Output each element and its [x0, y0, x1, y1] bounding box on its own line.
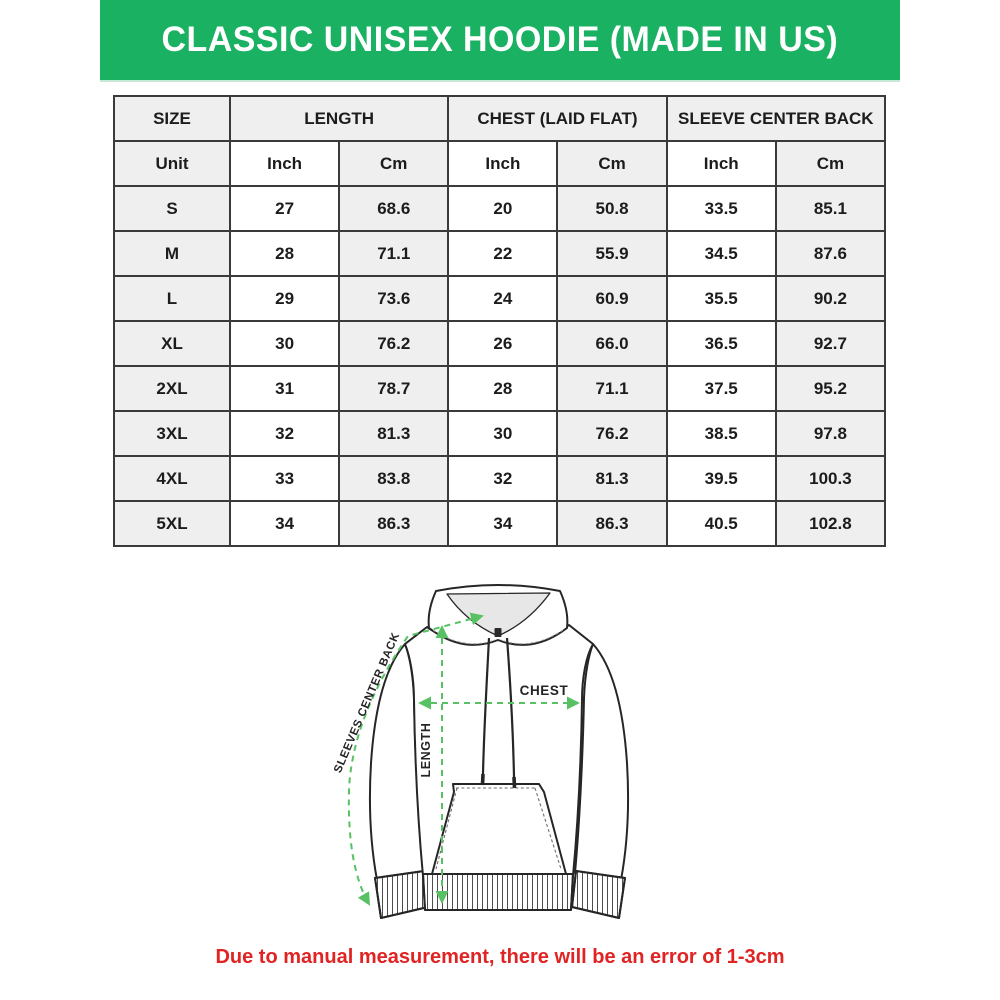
page-title: CLASSIC UNISEX HOODIE (MADE IN US): [161, 20, 839, 59]
value-cell: 81.3: [338, 410, 450, 457]
value-cell: 40.5: [665, 500, 777, 547]
value-cell: 86.3: [338, 500, 450, 547]
value-cell: 24: [447, 275, 559, 322]
length-label: LENGTH: [419, 723, 433, 778]
table-row: M 28 71.1 22 55.9 34.5 87.6: [113, 230, 887, 277]
value-cell: 28: [447, 365, 559, 412]
value-cell: 30: [228, 320, 341, 367]
unit-header: Cm: [338, 140, 450, 187]
size-cell: S: [113, 185, 231, 232]
value-cell: 32: [228, 410, 341, 457]
hoodie-pocket: [431, 783, 567, 875]
hoodie-diagram: CHEST LENGTH SLEEVES CENTER BACK: [330, 578, 670, 938]
value-cell: 78.7: [338, 365, 450, 412]
table-row: 3XL 32 81.3 30 76.2 38.5 97.8: [113, 410, 887, 457]
table-row-group-headers: SIZE LENGTH CHEST (LAID FLAT) SLEEVE CENTER…: [113, 95, 887, 142]
value-cell: 100.3: [774, 455, 887, 502]
column-group-header: SIZE: [113, 95, 231, 142]
column-group-header: SLEEVE CENTER BACK: [665, 95, 887, 142]
unit-header: Unit: [113, 140, 231, 187]
title-banner: CLASSIC UNISEX HOODIE (MADE IN US): [100, 0, 900, 80]
table-row: S 27 68.6 20 50.8 33.5 85.1: [113, 185, 887, 232]
size-chart-body: SIZE LENGTH CHEST (LAID FLAT) SLEEVE CENTER…: [113, 95, 887, 547]
value-cell: 35.5: [665, 275, 777, 322]
size-cell: M: [113, 230, 231, 277]
chest-label: CHEST: [520, 683, 569, 698]
table-row: 5XL 34 86.3 34 86.3 40.5 102.8: [113, 500, 887, 547]
value-cell: 66.0: [556, 320, 668, 367]
unit-header: Inch: [228, 140, 341, 187]
value-cell: 81.3: [556, 455, 668, 502]
value-cell: 37.5: [665, 365, 777, 412]
value-cell: 29: [228, 275, 341, 322]
hoodie-hem: [422, 873, 574, 911]
unit-header: Inch: [665, 140, 777, 187]
size-cell: 4XL: [113, 455, 231, 502]
table-row: XL 30 76.2 26 66.0 36.5 92.7: [113, 320, 887, 367]
column-group-header: CHEST (LAID FLAT): [447, 95, 668, 142]
value-cell: 50.8: [556, 185, 668, 232]
value-cell: 97.8: [774, 410, 887, 457]
value-cell: 85.1: [774, 185, 887, 232]
value-cell: 90.2: [774, 275, 887, 322]
size-cell: 5XL: [113, 500, 231, 547]
size-cell: 3XL: [113, 410, 231, 457]
value-cell: 39.5: [665, 455, 777, 502]
value-cell: 33: [228, 455, 341, 502]
value-cell: 68.6: [338, 185, 450, 232]
unit-header: Inch: [447, 140, 559, 187]
value-cell: 34: [228, 500, 341, 547]
value-cell: 34.5: [665, 230, 777, 277]
value-cell: 71.1: [556, 365, 668, 412]
value-cell: 73.6: [338, 275, 450, 322]
value-cell: 26: [447, 320, 559, 367]
value-cell: 76.2: [556, 410, 668, 457]
value-cell: 87.6: [774, 230, 887, 277]
unit-header: Cm: [556, 140, 668, 187]
column-group-header: LENGTH: [228, 95, 450, 142]
value-cell: 32: [447, 455, 559, 502]
size-cell: 2XL: [113, 365, 231, 412]
value-cell: 20: [447, 185, 559, 232]
value-cell: 92.7: [774, 320, 887, 367]
table-row-units: Unit Inch Cm Inch Cm Inch Cm: [113, 140, 887, 187]
value-cell: 28: [228, 230, 341, 277]
unit-header: Cm: [774, 140, 887, 187]
measurement-note: Due to manual measurement, there will be…: [215, 946, 785, 968]
value-cell: 60.9: [556, 275, 668, 322]
table-row: 2XL 31 78.7 28 71.1 37.5 95.2: [113, 365, 887, 412]
size-chart: SIZE LENGTH CHEST (LAID FLAT) SLEEVE CENTER…: [113, 95, 887, 547]
value-cell: 34: [447, 500, 559, 547]
size-cell: L: [113, 275, 231, 322]
value-cell: 86.3: [556, 500, 668, 547]
size-cell: XL: [113, 320, 231, 367]
value-cell: 27: [228, 185, 341, 232]
value-cell: 31: [228, 365, 341, 412]
value-cell: 36.5: [665, 320, 777, 367]
measurement-lines: [347, 612, 580, 906]
table-row: 4XL 33 83.8 32 81.3 39.5 100.3: [113, 455, 887, 502]
hoodie-hood: [427, 584, 569, 646]
value-cell: 22: [447, 230, 559, 277]
value-cell: 38.5: [665, 410, 777, 457]
sleeve-center-back-line: [347, 612, 484, 906]
value-cell: 95.2: [774, 365, 887, 412]
table-row: L 29 73.6 24 60.9 35.5 90.2: [113, 275, 887, 322]
value-cell: 76.2: [338, 320, 450, 367]
value-cell: 55.9: [556, 230, 668, 277]
value-cell: 71.1: [338, 230, 450, 277]
value-cell: 30: [447, 410, 559, 457]
value-cell: 33.5: [665, 185, 777, 232]
value-cell: 102.8: [774, 500, 887, 547]
value-cell: 83.8: [338, 455, 450, 502]
